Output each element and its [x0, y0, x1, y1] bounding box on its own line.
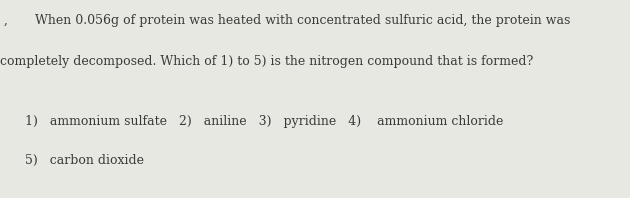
- Text: 5)   carbon dioxide: 5) carbon dioxide: [25, 154, 144, 168]
- Text: 1)   ammonium sulfate   2)   aniline   3)   pyridine   4)    ammonium chloride: 1) ammonium sulfate 2) aniline 3) pyridi…: [25, 115, 503, 128]
- Text: completely decomposed. Which of 1) to 5) is the nitrogen compound that is formed: completely decomposed. Which of 1) to 5)…: [0, 55, 533, 69]
- Text: When 0.056g of protein was heated with concentrated sulfuric acid, the protein w: When 0.056g of protein was heated with c…: [35, 14, 570, 27]
- Text: ,: ,: [3, 14, 7, 27]
